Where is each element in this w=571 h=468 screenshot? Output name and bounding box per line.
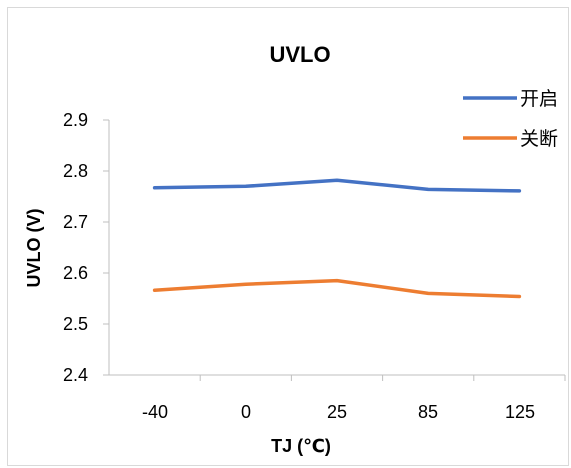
legend-label: 关断 — [520, 128, 558, 150]
y-tick-label: 2.4 — [63, 365, 88, 385]
series-line-2 — [152, 278, 522, 299]
axes — [103, 119, 566, 381]
legend-label: 开启 — [520, 88, 558, 110]
y-tick-label: 2.5 — [63, 314, 88, 334]
x-tick-label: -40 — [142, 402, 168, 422]
chart-title: UVLO — [269, 42, 330, 67]
chart-frame — [7, 7, 569, 466]
x-axis-label: TJ (℃) — [271, 436, 331, 456]
series-line-1 — [152, 178, 522, 193]
y-tick-label: 2.6 — [63, 263, 88, 283]
series-lines — [152, 178, 522, 299]
y-tick-label: 2.9 — [63, 110, 88, 130]
x-tick-label: 125 — [505, 402, 535, 422]
y-tick-labels: 2.9 2.8 2.7 2.6 2.5 2.4 — [63, 110, 88, 385]
x-tick-label: 25 — [327, 402, 347, 422]
x-tick-labels: -40 0 25 85 125 — [142, 402, 535, 422]
y-tick-label: 2.7 — [63, 212, 88, 232]
y-axis-label: UVLO (V) — [24, 208, 44, 287]
x-tick-label: 85 — [418, 402, 438, 422]
x-tick-label: 0 — [241, 402, 251, 422]
y-tick-label: 2.8 — [63, 161, 88, 181]
